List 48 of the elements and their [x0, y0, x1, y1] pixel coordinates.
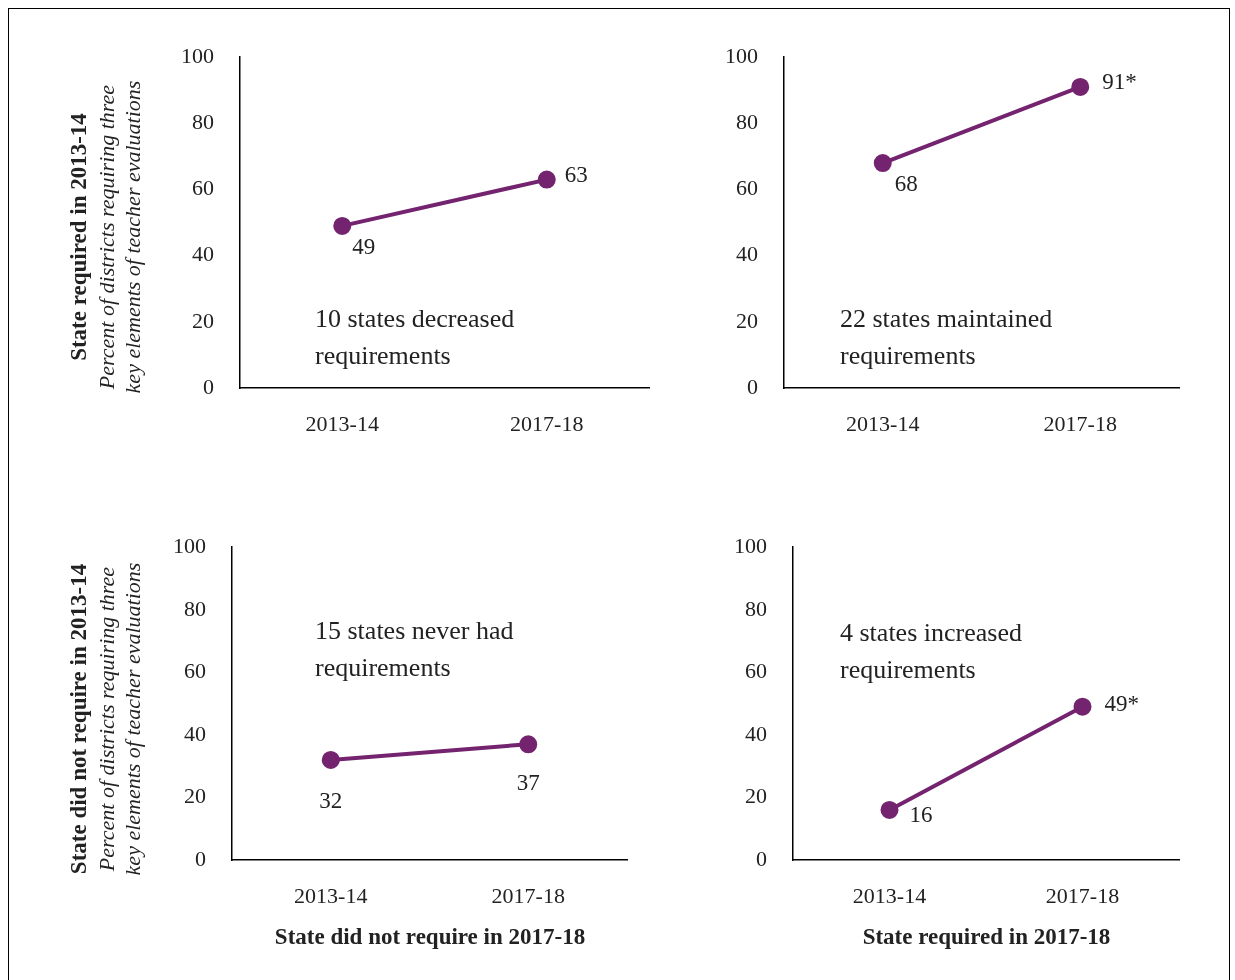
y-tick-label: 20	[184, 783, 206, 809]
x-axis-title: State required in 2017-18	[861, 924, 1112, 950]
data-label: 63	[564, 161, 588, 187]
y-tick-label: 100	[725, 42, 758, 68]
y-tick-label: 20	[745, 783, 767, 809]
x-tick-label: 2013-14	[846, 410, 920, 436]
annotation: 10 states decreased requirements	[315, 303, 516, 372]
data-label: 32	[319, 787, 343, 813]
data-label: 37	[516, 770, 540, 796]
data-label: 49	[352, 233, 376, 259]
y-tick-label: 80	[745, 595, 767, 621]
y-tick-label: 100	[734, 532, 767, 558]
y-tick-label: 100	[181, 42, 214, 68]
y-tick-label: 20	[736, 307, 758, 333]
x-tick-label: 2017-18	[1045, 882, 1120, 908]
y-tick-label: 0	[195, 845, 206, 871]
x-tick-label: 2013-14	[294, 882, 368, 908]
y-axis-title: State required in 2013-14 Percent of districts requiring three key elements of teacher evaluations	[65, 79, 146, 396]
y-tick-label: 60	[736, 175, 758, 201]
data-label: 91*	[1102, 69, 1137, 95]
y-tick-label: 0	[756, 845, 767, 871]
y-tick-label: 0	[747, 373, 758, 399]
y-tick-label: 80	[184, 595, 206, 621]
y-tick-label: 20	[192, 307, 214, 333]
x-tick-label: 2017-18	[1043, 410, 1117, 436]
y-tick-label: 100	[173, 532, 206, 558]
x-axis-title: State did not require in 2017-18	[273, 924, 587, 950]
y-tick-label: 80	[736, 109, 758, 135]
y-tick-label: 40	[192, 241, 214, 267]
annotation: 4 states increased requirements	[840, 617, 1023, 686]
y-tick-label: 0	[203, 373, 214, 399]
annotation: 15 states never had requirements	[315, 615, 515, 684]
y-tick-label: 40	[745, 720, 767, 746]
x-tick-label: 2017-18	[510, 410, 584, 436]
data-label: 49*	[1104, 690, 1139, 716]
x-tick-label: 2013-14	[305, 410, 379, 436]
data-label: 16	[909, 802, 933, 827]
y-tick-label: 60	[184, 658, 206, 684]
y-tick-label: 60	[745, 658, 767, 684]
y-tick-label: 80	[192, 109, 214, 135]
data-label: 68	[894, 171, 918, 197]
y-tick-label: 60	[192, 175, 214, 201]
y-axis-title: State did not require in 2013-14 Percent of districts requiring three key elements of teacher evaluations	[65, 561, 146, 878]
y-tick-label: 40	[736, 241, 758, 267]
y-tick-label: 40	[184, 720, 206, 746]
x-tick-label: 2017-18	[491, 882, 565, 908]
x-tick-label: 2013-14	[852, 882, 927, 908]
annotation: 22 states maintained requirements	[840, 303, 1054, 372]
